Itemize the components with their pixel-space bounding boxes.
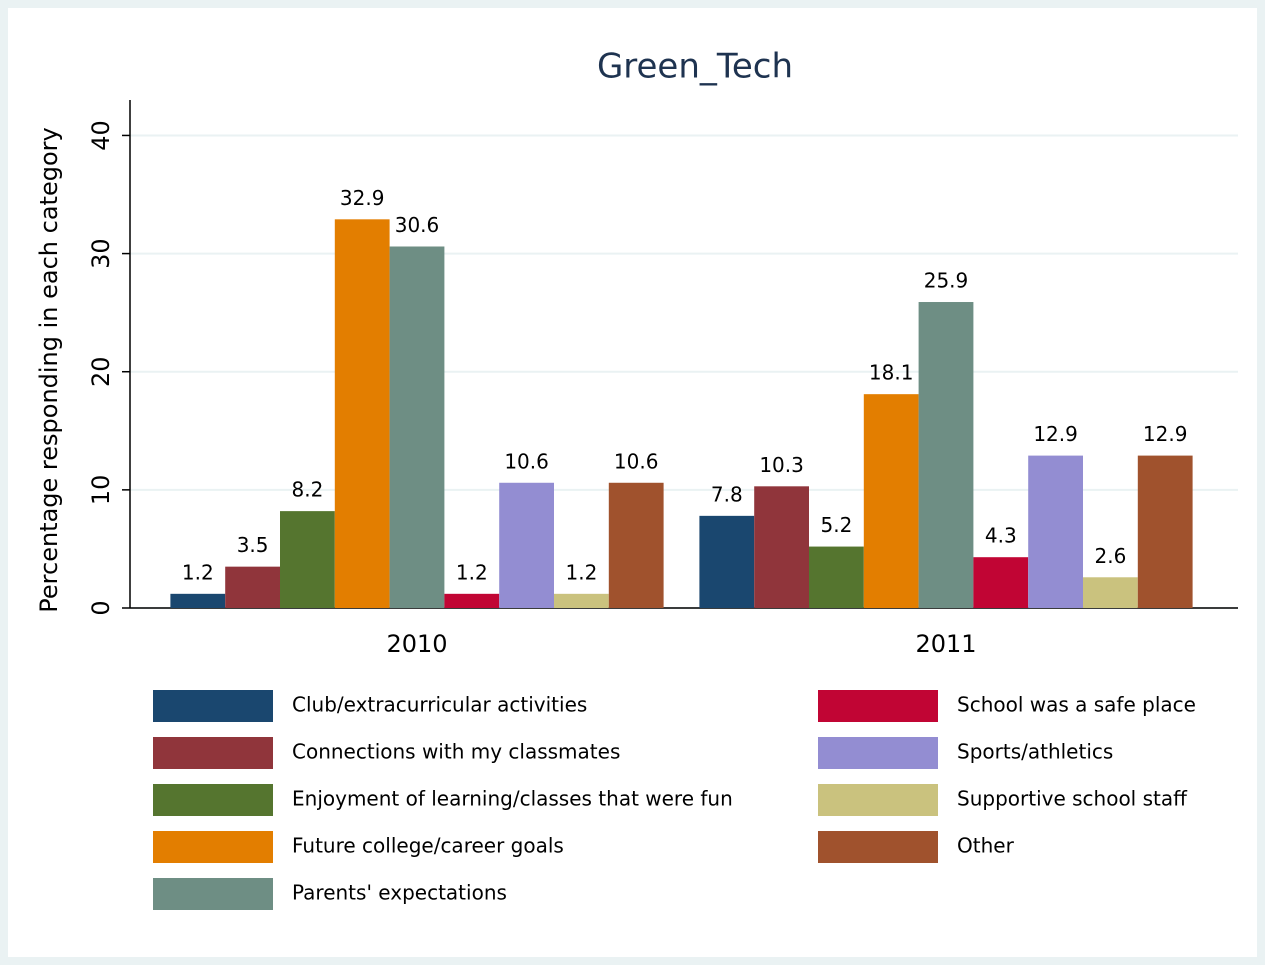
legend-label: Future college/career goals bbox=[292, 834, 564, 858]
y-tick-label: 40 bbox=[87, 120, 115, 151]
legend-swatch bbox=[153, 878, 273, 910]
bar bbox=[389, 246, 445, 608]
chart-title: Green_Tech bbox=[597, 47, 793, 87]
value-label: 3.5 bbox=[237, 533, 269, 557]
legend-swatch bbox=[153, 831, 273, 863]
bar bbox=[1028, 455, 1083, 608]
bar bbox=[809, 546, 864, 608]
legend-swatch bbox=[818, 737, 938, 769]
bar bbox=[444, 593, 500, 608]
bar bbox=[1137, 455, 1193, 608]
legend-label: Supportive school staff bbox=[957, 787, 1188, 811]
value-label: 5.2 bbox=[820, 513, 852, 537]
legend-swatch bbox=[818, 784, 938, 816]
bar bbox=[225, 566, 280, 608]
bar bbox=[280, 511, 335, 608]
bar bbox=[170, 593, 226, 608]
value-label: 1.2 bbox=[182, 560, 214, 584]
legend-label: Club/extracurricular activities bbox=[292, 693, 587, 717]
value-label: 10.6 bbox=[614, 449, 659, 473]
bar bbox=[699, 515, 755, 608]
value-label: 10.3 bbox=[759, 453, 804, 477]
y-tick-label: 20 bbox=[87, 356, 115, 387]
value-label: 25.9 bbox=[924, 269, 969, 293]
value-label: 12.9 bbox=[1143, 422, 1188, 446]
legend-label: Connections with my classmates bbox=[292, 740, 620, 764]
x-tick-label: 2010 bbox=[386, 630, 447, 658]
value-label: 32.9 bbox=[340, 186, 385, 210]
value-label: 4.3 bbox=[985, 524, 1017, 548]
value-label: 18.1 bbox=[869, 361, 914, 385]
legend-swatch bbox=[153, 690, 273, 722]
bar bbox=[973, 557, 1029, 608]
value-label: 8.2 bbox=[291, 478, 323, 502]
value-label: 10.6 bbox=[504, 449, 549, 473]
bar bbox=[554, 593, 609, 608]
legend-swatch bbox=[153, 784, 273, 816]
y-tick-label: 30 bbox=[87, 238, 115, 269]
value-label: 1.2 bbox=[565, 560, 597, 584]
legend-swatch bbox=[153, 737, 273, 769]
value-label: 7.8 bbox=[711, 482, 743, 506]
legend-label: Sports/athletics bbox=[957, 740, 1113, 764]
value-label: 2.6 bbox=[1094, 544, 1126, 568]
value-label: 12.9 bbox=[1033, 422, 1078, 446]
bar bbox=[863, 394, 919, 608]
bar bbox=[918, 302, 974, 608]
bar bbox=[608, 482, 664, 608]
value-label: 30.6 bbox=[395, 213, 440, 237]
value-label: 1.2 bbox=[456, 560, 488, 584]
y-tick-label: 0 bbox=[87, 600, 115, 615]
y-tick-label: 10 bbox=[87, 475, 115, 506]
legend-label: School was a safe place bbox=[957, 693, 1196, 717]
bar bbox=[754, 486, 809, 608]
bar bbox=[334, 219, 390, 608]
bar bbox=[499, 482, 554, 608]
legend-label: Enjoyment of learning/classes that were … bbox=[292, 787, 733, 811]
legend-label: Other bbox=[957, 834, 1015, 858]
legend-swatch bbox=[818, 831, 938, 863]
y-axis-label: Percentage responding in each category bbox=[35, 127, 63, 612]
legend-label: Parents' expectations bbox=[292, 881, 507, 905]
legend-swatch bbox=[818, 690, 938, 722]
bar bbox=[1083, 577, 1138, 608]
x-tick-label: 2011 bbox=[915, 630, 976, 658]
